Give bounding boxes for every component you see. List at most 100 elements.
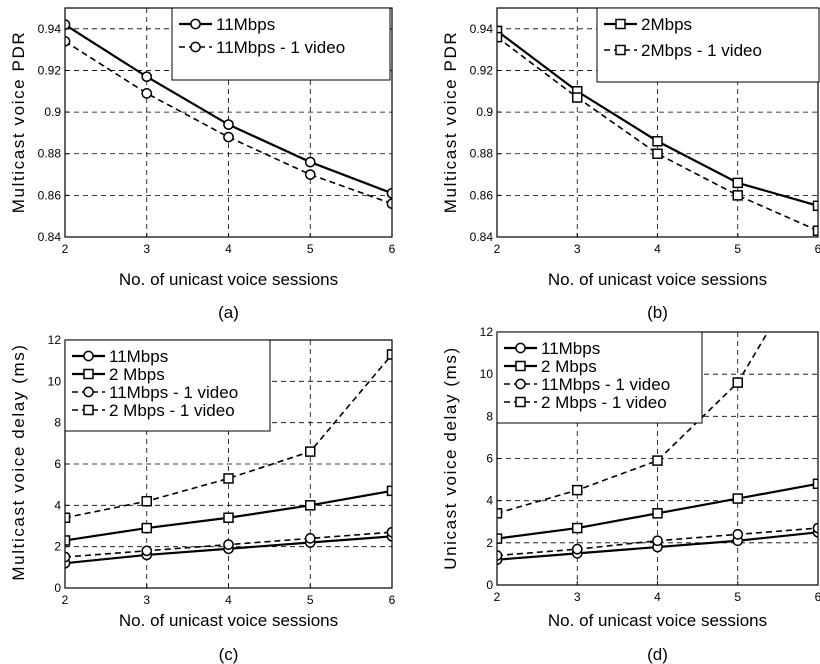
x-tick-label: 6: [389, 593, 396, 607]
data-point-circle: [141, 545, 153, 557]
legend-label: 2 Mbps - 1 video: [109, 401, 235, 420]
data-point-square: [305, 446, 316, 457]
legend-label: 11Mbps: [109, 347, 168, 366]
panel-caption: (c): [219, 645, 239, 664]
data-point-square: [652, 508, 663, 519]
x-tick-label: 3: [574, 242, 581, 256]
data-point-square: [65, 512, 71, 523]
y-tick-label: 0: [54, 581, 61, 595]
x-tick-label: 2: [62, 242, 69, 256]
y-axis-label: Multicast voice delay (ms): [9, 343, 28, 580]
legend-marker-square: [515, 360, 526, 372]
y-tick-label: 6: [54, 457, 61, 471]
data-point-circle: [304, 169, 316, 180]
x-tick-label: 5: [734, 242, 741, 256]
data-point-circle: [304, 533, 316, 544]
y-tick-label: 0.9: [476, 105, 493, 119]
series-group: [497, 332, 818, 566]
legend: 11Mbps 11Mbps - 1 video: [171, 7, 391, 81]
data-point-square: [223, 512, 234, 523]
x-tick-label: 2: [62, 593, 69, 607]
y-tick-label: 10: [48, 374, 62, 388]
x-tick-label: 5: [307, 593, 314, 607]
legend-label: 2 Mbps: [541, 357, 597, 376]
legend-label: 2 Mbps - 1 video: [541, 393, 667, 412]
x-axis-label: No. of unicast voice sessions: [119, 611, 338, 630]
series-line-2: [65, 40, 392, 205]
legend-marker-square: [83, 368, 94, 380]
x-tick-label: 4: [225, 593, 232, 607]
legend-marker-circle: [515, 342, 526, 354]
series-group: [497, 25, 818, 237]
legend-label: 2 Mbps: [109, 365, 165, 384]
y-tick-label: 0.86: [470, 188, 494, 202]
y-tick-label: 4: [486, 494, 493, 508]
data-point-circle: [497, 550, 503, 561]
x-tick-label: 5: [307, 242, 314, 256]
legend-label: 11Mbps - 1 video: [541, 375, 670, 394]
series-line-4: [497, 332, 769, 515]
panel-caption: (d): [647, 645, 668, 664]
data-point-square: [386, 349, 392, 360]
data-point-square: [812, 478, 818, 490]
x-axis-label: No. of unicast voice sessions: [119, 270, 338, 289]
x-tick-label: 2: [494, 242, 501, 256]
y-tick-label: 0.84: [38, 230, 62, 244]
chart-panel-a: 2 3 4 5 60.840.860.880.90.920.94 11Mbps11Mbps…: [9, 7, 396, 322]
legend-marker-square: [83, 404, 94, 416]
y-tick-label: 2: [54, 540, 61, 554]
legend-marker-square: [615, 44, 626, 56]
x-tick-label: 4: [654, 242, 661, 256]
y-tick-label: 0.94: [470, 22, 494, 36]
x-tick-label: 3: [143, 242, 150, 256]
x-tick-label: 3: [143, 593, 150, 607]
y-tick-label: 12: [48, 333, 62, 347]
y-tick-label: 0.92: [470, 63, 494, 77]
y-tick-label: 0.84: [470, 230, 494, 244]
data-point-circle: [304, 156, 316, 168]
y-tick-label: 4: [54, 498, 61, 512]
y-tick-label: 0.9: [44, 105, 61, 119]
data-point-square: [497, 25, 503, 37]
legend-label: 11Mbps: [541, 339, 600, 358]
data-point-square: [812, 225, 818, 237]
legend-marker-square: [515, 396, 526, 408]
legend-label: 11Mbps - 1 video: [216, 38, 345, 57]
legend: 2Mbps 2Mbps - 1 video: [596, 7, 820, 83]
data-point-square: [652, 135, 663, 147]
data-point-circle: [571, 543, 583, 555]
data-point-circle: [141, 88, 153, 99]
panel-caption: (b): [647, 303, 668, 322]
legend-marker-circle: [83, 350, 94, 362]
data-point-square: [305, 500, 316, 511]
data-point-square: [497, 533, 503, 544]
y-axis-label: Multicast voice PDR: [441, 31, 460, 214]
y-tick-label: 0.92: [38, 63, 62, 77]
data-point-square: [141, 522, 152, 534]
x-tick-label: 6: [389, 242, 396, 256]
data-point-square: [65, 535, 71, 546]
x-tick-label: 4: [225, 242, 232, 256]
chart-panel-b: 2 3 4 5 6 0.84 0.86 0.88 0.9 0.92 0.94 2Mbps 2Mbps -…: [441, 7, 820, 322]
data-point-circle: [812, 522, 818, 534]
y-tick-label: 0.94: [38, 22, 62, 36]
y-tick-label: 0.88: [38, 147, 62, 161]
data-point-circle: [652, 535, 663, 547]
legend-label: 11Mbps: [216, 15, 275, 34]
x-tick-label: 3: [574, 590, 581, 604]
y-tick-label: 0: [486, 578, 493, 592]
legend-label: 11Mbps - 1 video: [109, 383, 238, 402]
legend-marker-circle: [515, 378, 526, 390]
x-tick-label: 2: [494, 590, 501, 604]
data-point-square: [386, 485, 392, 497]
y-axis-label: Unicast voice delay (ms): [441, 346, 460, 570]
x-tick-label: 6: [815, 242, 820, 256]
y-axis-label: Multicast voice PDR: [9, 31, 28, 214]
legend-marker-circle: [190, 41, 201, 53]
panel-caption: (a): [218, 303, 239, 322]
data-point-square: [141, 495, 152, 507]
y-tick-label: 0.88: [470, 147, 494, 161]
